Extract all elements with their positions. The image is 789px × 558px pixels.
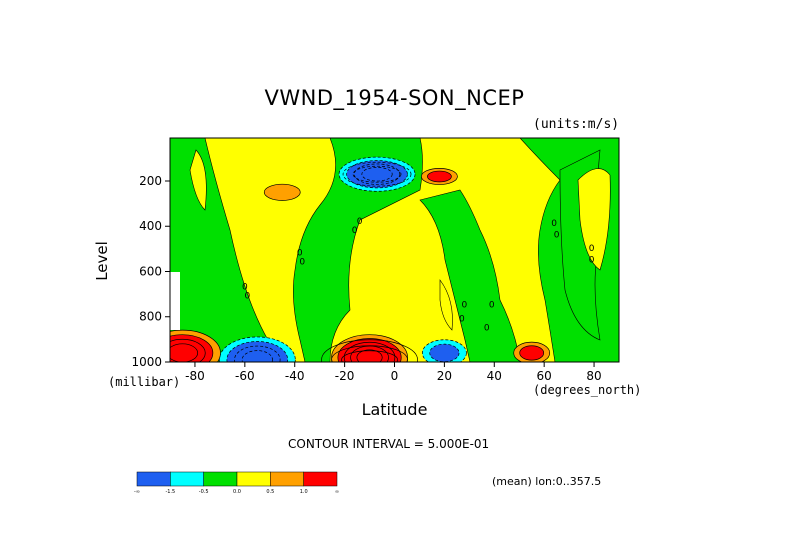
x-tick-label: -60	[235, 369, 255, 383]
x-tick-label: -80	[185, 369, 205, 383]
colorbar-label: -∞	[134, 489, 140, 495]
contour-feature	[429, 343, 460, 362]
colorbar-label: 0.0	[233, 489, 241, 495]
colorbar-label: 0.5	[266, 489, 274, 495]
chart-title: VWND_1954-SON_NCEP	[264, 86, 525, 110]
colorbar-swatch	[203, 471, 238, 487]
x-axis-label: Latitude	[361, 400, 428, 419]
colorbar: -∞ -1.5 -0.5 0.0 0.5 1.0 ∞	[134, 471, 339, 495]
colorbar-swatch	[270, 471, 304, 487]
contour-zero-label: 0	[357, 217, 363, 227]
contour-feature	[356, 349, 383, 362]
contour-zero-label: 0	[244, 292, 250, 302]
colorbar-label: 1.0	[300, 489, 308, 495]
contour-feature	[241, 350, 273, 362]
mean-label: (mean) lon:0..357.5	[492, 475, 602, 488]
x-tick-label: 0	[391, 369, 399, 383]
colorbar-label: ∞	[335, 489, 339, 495]
contour-zero-label: 0	[489, 301, 495, 311]
contour-feature	[263, 183, 301, 201]
contour-zero-label: 0	[352, 226, 358, 236]
colorbar-swatch	[236, 471, 271, 487]
x-axis-units: (degrees_north)	[533, 383, 642, 397]
contour-zero-label: 0	[459, 314, 465, 324]
contour-zero-label: 0	[554, 231, 560, 241]
y-tick-label: 800	[139, 310, 162, 324]
axes: -80 -60 -40 -20 0 20 40 60 80 200 400 600 800 1000	[131, 174, 601, 383]
x-tick-label: -40	[285, 369, 305, 383]
y-tick-label: 600	[139, 264, 162, 278]
contour-feature	[361, 167, 393, 182]
contour-feature	[519, 345, 545, 361]
colorbar-swatch	[170, 471, 204, 487]
contour-interval-label: CONTOUR INTERVAL = 5.000E-01	[288, 437, 490, 451]
colorbar-label: -0.5	[199, 489, 209, 495]
y-tick-label: 200	[139, 174, 162, 188]
x-tick-label: 60	[537, 369, 552, 383]
x-tick-label: 80	[586, 369, 601, 383]
contour-zero-label: 0	[299, 258, 305, 268]
contour-zero-label: 0	[551, 219, 557, 229]
x-tick-label: -20	[335, 369, 355, 383]
contour-feature	[427, 170, 452, 183]
x-tick-label: 20	[437, 369, 452, 383]
contour-feature	[170, 343, 199, 362]
contour-zero-label: 0	[484, 323, 490, 333]
contour-zero-label: 0	[589, 244, 595, 254]
contour-zero-label: 0	[589, 255, 595, 265]
y-tick-label: 400	[139, 219, 162, 233]
y-tick-label: 1000	[131, 355, 162, 369]
units-label: (units:m/s)	[533, 117, 620, 132]
colorbar-label: -1.5	[165, 489, 175, 495]
colorbar-swatch	[136, 471, 171, 487]
y-axis-units: (millibar)	[108, 375, 181, 389]
contour-zero-label: 0	[297, 249, 303, 259]
contour-zero-label: 0	[242, 283, 248, 293]
colorbar-swatch	[303, 471, 338, 487]
contour-zero-label: 0	[461, 301, 467, 311]
x-tick-label: 40	[487, 369, 502, 383]
